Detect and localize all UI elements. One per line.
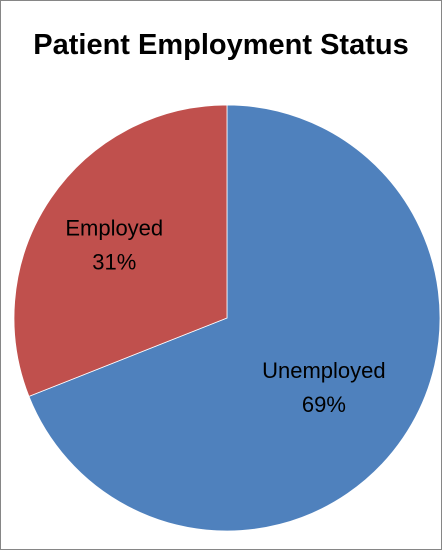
slice-value-unemployed: 69%: [302, 392, 346, 417]
slice-value-employed: 31%: [92, 249, 136, 274]
chart-title: Patient Employment Status: [33, 29, 409, 61]
slice-label-unemployed: Unemployed: [262, 358, 386, 383]
pie-slice-employed: [13, 104, 228, 397]
slice-label-employed: Employed: [65, 215, 163, 240]
pie-slice-unemployed: [28, 104, 441, 532]
